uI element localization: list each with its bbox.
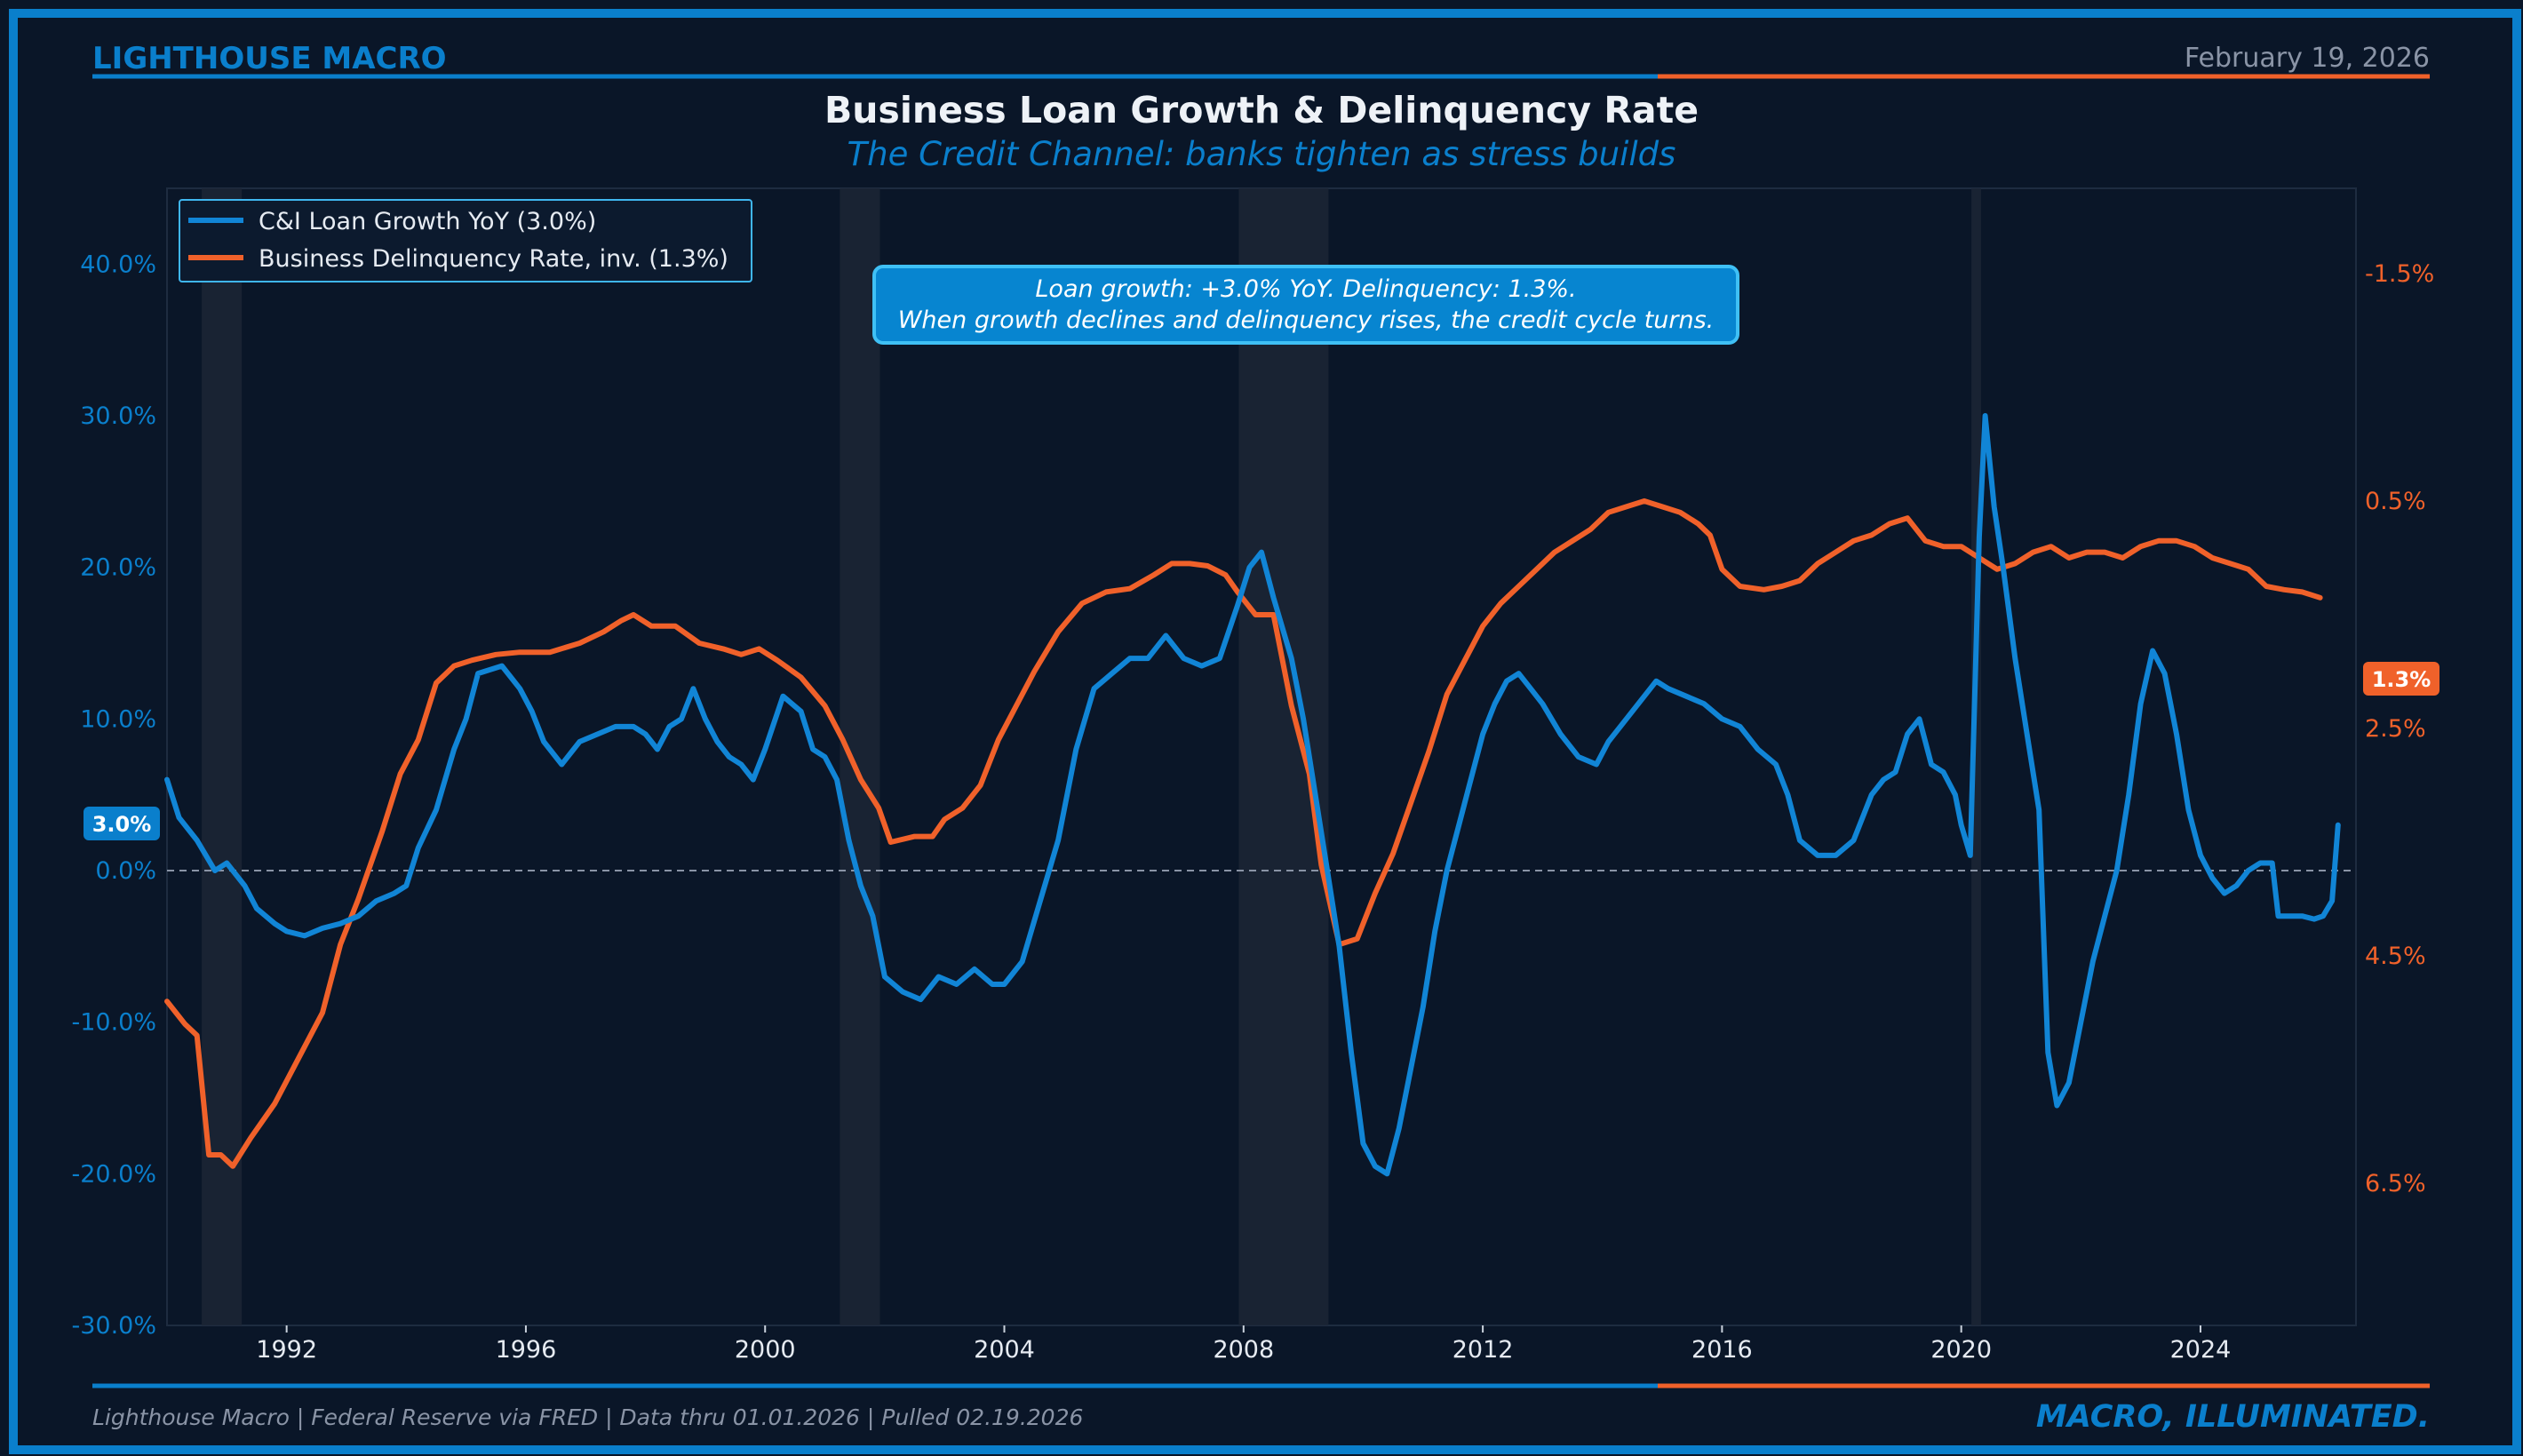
recession-bands	[202, 188, 1981, 1325]
recession-band-1	[840, 188, 880, 1325]
x-axis: 1992 1996 2000 2004 2008 2012 2016 2020 2024	[256, 1325, 2231, 1364]
date-label: February 19, 2026	[2185, 43, 2430, 74]
recession-band-2	[1238, 188, 1329, 1325]
right-tick-label: 0.5%	[2365, 488, 2426, 515]
annotation-line2: When growth declines and delinquency ris…	[898, 306, 1715, 334]
x-tick-label: 2024	[2170, 1336, 2232, 1364]
right-tick-label: 2.5%	[2365, 715, 2426, 743]
left-tick-label: 20.0%	[80, 554, 156, 582]
x-tick-label: 2004	[974, 1336, 1035, 1364]
right-tick-label: 4.5%	[2365, 943, 2426, 970]
x-tick-label: 1992	[256, 1336, 317, 1364]
x-tick-label: 2016	[1691, 1336, 1753, 1364]
legend: C&I Loan Growth YoY (3.0%) Business Deli…	[179, 199, 752, 282]
x-tick-label: 2012	[1453, 1336, 1514, 1364]
legend-label-delinquency: Business Delinquency Rate, inv. (1.3%)	[259, 245, 728, 273]
right-latest-badge: 1.3%	[2363, 662, 2439, 696]
x-tick-label: 2008	[1213, 1336, 1274, 1364]
loan-growth-line	[164, 413, 2341, 1177]
chart-subtitle: The Credit Channel: banks tighten as str…	[848, 135, 1676, 173]
left-latest-badge: 3.0%	[84, 807, 160, 840]
left-tick-label: 0.0%	[95, 857, 156, 885]
x-tick-label: 1996	[496, 1336, 557, 1364]
annotation-line1: Loan growth: +3.0% YoY. Delinquency: 1.3…	[1035, 275, 1576, 303]
brand-label: LIGHTHOUSE MACRO	[92, 41, 447, 76]
footer-source: Lighthouse Macro | Federal Reserve via F…	[92, 1404, 1083, 1430]
left-tick-label: -30.0%	[71, 1312, 156, 1340]
right-latest-label: 1.3%	[2372, 667, 2431, 692]
left-axis: 40.0% 30.0% 20.0% 10.0% 0.0% -10.0% -20.0% -30.…	[71, 251, 156, 1340]
left-tick-label: 30.0%	[80, 402, 156, 430]
left-tick-label: 10.0%	[80, 705, 156, 733]
x-tick-label: 2000	[735, 1336, 796, 1364]
right-tick-label: -1.5%	[2365, 260, 2434, 288]
recession-band-3	[1971, 188, 1981, 1325]
left-tick-label: 40.0%	[80, 251, 156, 278]
delinquency-line	[164, 498, 2323, 1169]
legend-label-loan: C&I Loan Growth YoY (3.0%)	[259, 208, 596, 235]
right-tick-label: 6.5%	[2365, 1170, 2426, 1197]
left-tick-label: -20.0%	[71, 1160, 156, 1188]
chart-title: Business Loan Growth & Delinquency Rate	[824, 89, 1699, 131]
left-latest-label: 3.0%	[92, 812, 152, 837]
x-tick-label: 2020	[1930, 1336, 1992, 1364]
series-lines	[164, 413, 2341, 1177]
right-axis: -1.5% 0.5% 2.5% 4.5% 6.5%	[2365, 260, 2434, 1197]
annotation-box: Loan growth: +3.0% YoY. Delinquency: 1.3…	[872, 265, 1739, 345]
left-tick-label: -10.0%	[71, 1009, 156, 1037]
footer-tagline: MACRO, ILLUMINATED.	[2036, 1399, 2430, 1435]
